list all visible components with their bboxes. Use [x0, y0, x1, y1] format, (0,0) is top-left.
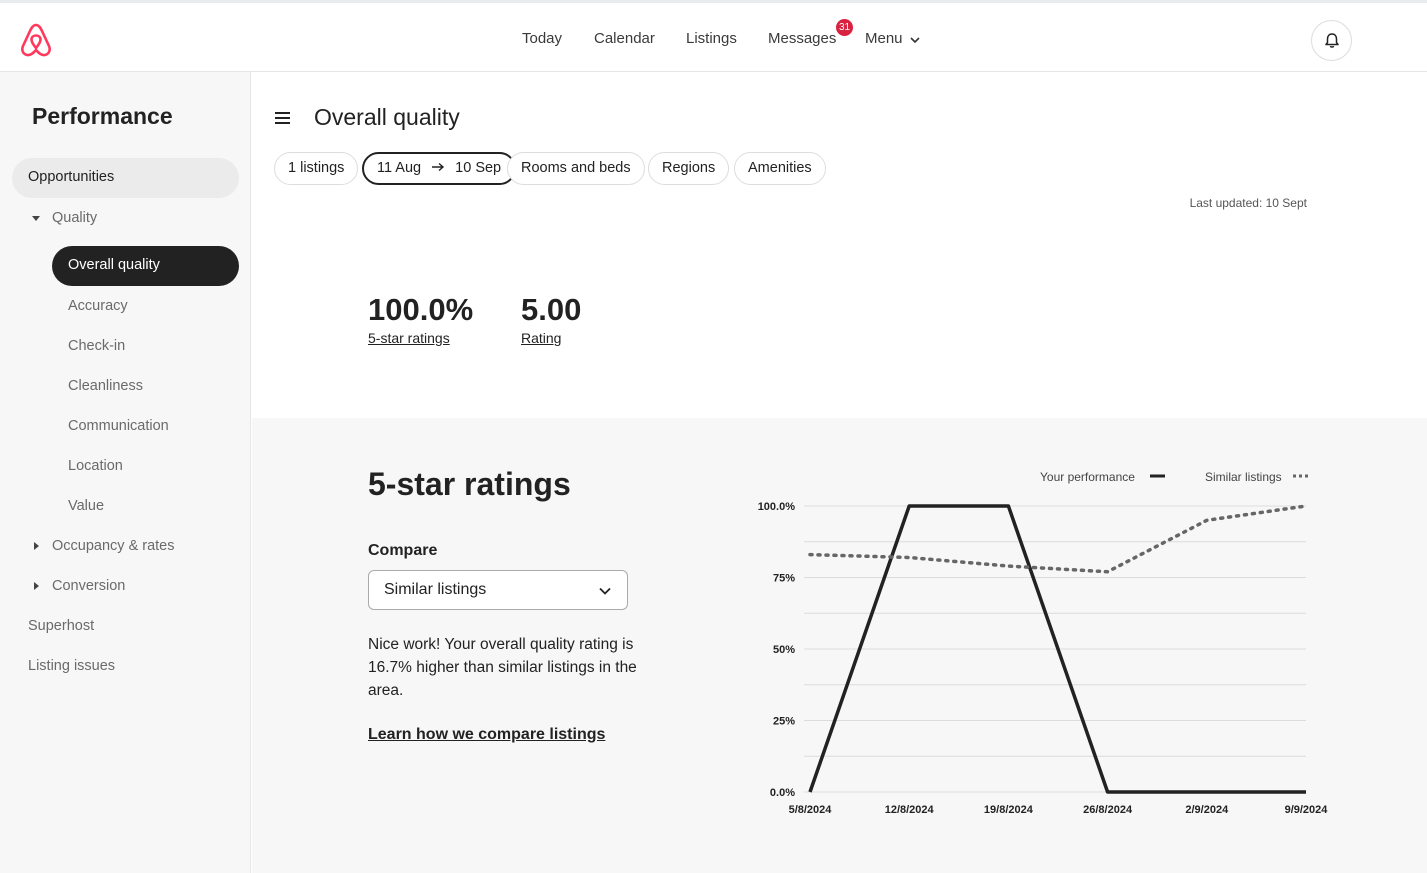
x-tick-label: 12/8/2024	[885, 804, 935, 816]
top-bar: Today Calendar Listings Messages Menu 31	[0, 0, 1427, 72]
your-performance-line	[808, 504, 1306, 794]
sidebar-title: Performance	[32, 103, 173, 129]
sidebar-item-listing-issues[interactable]: Listing issues	[28, 658, 116, 674]
bell-icon	[1324, 33, 1339, 48]
notifications-button[interactable]	[1311, 20, 1352, 61]
sidebar-item-value[interactable]: Value	[68, 498, 105, 514]
learn-compare-link[interactable]: Learn how we compare listings	[368, 726, 606, 743]
nav-today[interactable]: Today	[522, 30, 563, 47]
hamburger-menu-icon[interactable]	[275, 112, 290, 124]
main-content: Overall quality 1 listings 11 Aug 10 Sep…	[252, 72, 1427, 873]
sidebar-item-check-in[interactable]: Check-in	[68, 338, 126, 354]
top-nav: Today Calendar Listings Messages Menu	[0, 30, 1427, 52]
sidebar-item-opportunities[interactable]: Opportunities	[12, 158, 239, 198]
y-tick-label: 0.0%	[770, 787, 795, 799]
date-from: 11 Aug	[377, 160, 422, 176]
caret-down-icon[interactable]	[32, 216, 40, 221]
stat-rating-value: 5.00	[521, 292, 582, 327]
similar-listings-line	[808, 504, 1308, 574]
filter-listings[interactable]: 1 listings	[274, 152, 359, 185]
x-tick-label: 9/9/2024	[1285, 804, 1329, 816]
legend-your-performance: Your performance	[1040, 470, 1135, 484]
x-tick-label: 2/9/2024	[1185, 804, 1229, 816]
caret-right-icon[interactable]	[34, 582, 39, 590]
compare-selected-value: Similar listings	[384, 581, 487, 598]
sidebar: Performance Opportunities Quality Overal…	[0, 72, 251, 873]
legend-similar-listings: Similar listings	[1205, 470, 1282, 484]
sidebar-item-accuracy[interactable]: Accuracy	[68, 298, 128, 314]
nav-calendar[interactable]: Calendar	[594, 30, 655, 47]
sidebar-item-superhost[interactable]: Superhost	[28, 618, 95, 634]
filter-rooms-beds[interactable]: Rooms and beds	[507, 152, 645, 185]
chevron-down-icon	[599, 587, 611, 595]
sidebar-item-quality[interactable]: Quality	[52, 210, 98, 226]
sidebar-item-conversion[interactable]: Conversion	[52, 578, 126, 594]
y-tick-label: 50%	[773, 644, 795, 656]
x-tick-label: 5/8/2024	[789, 804, 833, 816]
stat-five-star-label[interactable]: 5-star ratings	[368, 330, 450, 346]
sidebar-item-cleanliness[interactable]: Cleanliness	[68, 378, 143, 394]
y-tick-label: 75%	[773, 573, 795, 585]
messages-badge: 31	[836, 19, 854, 36]
date-to: 10 Sep	[455, 160, 502, 176]
x-tick-label: 19/8/2024	[984, 804, 1034, 816]
y-tick-label: 100.0%	[758, 501, 796, 513]
compare-label: Compare	[368, 542, 438, 559]
nav-menu[interactable]: Menu	[865, 30, 903, 47]
sidebar-item-overall-quality[interactable]: Overall quality	[52, 246, 239, 286]
sidebar-item-label: Opportunities	[28, 169, 115, 185]
filter-amenities[interactable]: Amenities	[734, 152, 826, 185]
nav-messages[interactable]: Messages	[768, 30, 837, 47]
last-updated: Last updated: 10 Sept	[1189, 196, 1307, 210]
airbnb-logo-icon[interactable]	[18, 21, 54, 59]
filter-date-range[interactable]: 11 Aug 10 Sep	[362, 152, 517, 185]
ratings-chart: 0.0% 25% 50% 75% 100.0% 5/8/2024 12/8/2024 19/…	[758, 470, 1329, 816]
chevron-down-icon[interactable]	[908, 33, 922, 47]
arrow-right-icon	[432, 162, 445, 172]
sidebar-item-location[interactable]: Location	[68, 458, 123, 474]
ratings-section: 5-star ratings Compare Similar listings …	[252, 418, 1427, 873]
compare-select[interactable]: Similar listings	[368, 570, 628, 610]
caret-right-icon[interactable]	[34, 542, 39, 550]
x-tick-label: 26/8/2024	[1083, 804, 1133, 816]
sidebar-item-occupancy[interactable]: Occupancy & rates	[52, 538, 175, 554]
filter-regions[interactable]: Regions	[648, 152, 730, 185]
sidebar-item-label: Overall quality	[68, 257, 160, 273]
stat-five-star-value: 100.0%	[368, 292, 474, 327]
section-title: 5-star ratings	[368, 466, 571, 502]
stat-rating-label[interactable]: Rating	[521, 330, 562, 346]
page-title: Overall quality	[314, 104, 460, 130]
sidebar-item-communication[interactable]: Communication	[68, 418, 169, 434]
nav-listings[interactable]: Listings	[686, 30, 737, 47]
y-tick-label: 25%	[773, 716, 795, 728]
summary-text: Nice work! Your overall quality rating i…	[368, 636, 637, 699]
